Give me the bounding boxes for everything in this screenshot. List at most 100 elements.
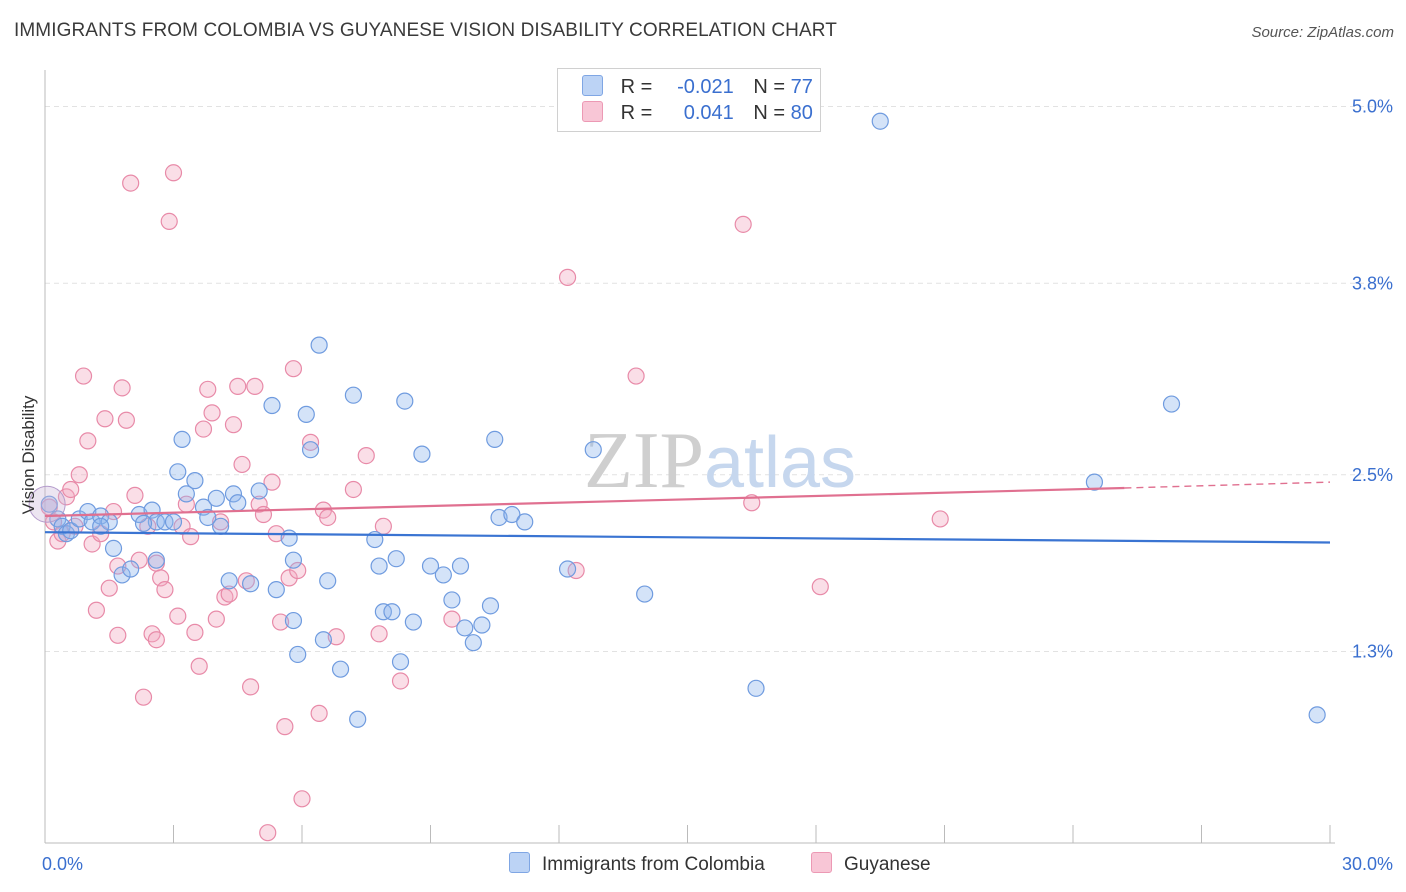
colombia-point — [486, 430, 504, 448]
guyanese-point — [224, 416, 243, 434]
y-tick-label: 5.0% — [1352, 97, 1393, 117]
guyanese-point — [627, 367, 645, 385]
guyanese-point — [186, 623, 204, 641]
guyanese-point — [284, 360, 303, 378]
colombia-legend-label: Immigrants from Colombia — [542, 854, 765, 875]
colombia-point — [464, 634, 482, 652]
colombia-point — [164, 513, 183, 531]
guyanese-point — [370, 625, 388, 643]
colombia-point — [331, 660, 350, 678]
colombia-point — [113, 566, 131, 584]
guyanese-point — [96, 410, 114, 428]
guyanese-point — [293, 790, 311, 808]
guyanese-point — [156, 581, 174, 599]
colombia-point — [396, 392, 414, 410]
r-value: -0.021 — [677, 76, 734, 98]
guyanese-point — [104, 502, 123, 521]
guyanese-point — [734, 215, 752, 233]
guyanese-point — [130, 551, 148, 569]
x-tick-label: 30.0% — [1342, 854, 1393, 874]
guyanese-point — [276, 718, 294, 736]
guyanese-legend-swatch — [811, 852, 832, 873]
y-tick-label: 3.8% — [1352, 273, 1393, 293]
guyanese-legend-label: Guyanese — [844, 854, 931, 875]
colombia-point — [173, 430, 191, 448]
guyanese-point — [246, 377, 264, 395]
colombia-point — [242, 575, 260, 593]
guyanese-point — [289, 561, 307, 580]
guyanese-point — [113, 379, 131, 397]
r-value: 0.041 — [683, 102, 734, 124]
colombia-point — [871, 112, 889, 130]
guyanese-point — [254, 505, 273, 524]
colombia-point — [1308, 706, 1326, 724]
guyanese-point — [122, 174, 140, 192]
guyanese-point — [117, 411, 135, 429]
colombia-point — [301, 441, 320, 459]
y-tick-label: 1.3% — [1352, 642, 1393, 662]
colombia-point — [212, 517, 230, 535]
colombia-point — [263, 396, 281, 415]
colombia-point — [387, 550, 405, 568]
guyanese-point — [79, 432, 97, 450]
colombia-points — [28, 112, 1326, 728]
guyanese-point — [344, 480, 362, 499]
colombia-point — [62, 522, 80, 540]
guyanese-point — [199, 380, 217, 398]
colombia-point — [391, 653, 410, 671]
colombia-swatch — [582, 75, 603, 96]
r-label: R = — [620, 76, 653, 98]
colombia-point — [224, 485, 243, 503]
guyanese-point — [242, 678, 260, 696]
guyanese-point — [147, 631, 165, 649]
x-tick-label: 0.0% — [42, 854, 83, 874]
n-label: N = — [753, 76, 786, 98]
guyanese-point — [220, 585, 238, 603]
colombia-point — [451, 557, 470, 575]
colombia-point — [104, 539, 123, 558]
guyanese-point — [310, 704, 328, 722]
guyanese-point — [74, 367, 93, 385]
guyanese-point — [357, 447, 375, 465]
guyanese-point — [190, 657, 208, 675]
colombia-point — [199, 508, 217, 527]
axes — [44, 70, 1335, 844]
r-label: R = — [620, 102, 653, 124]
guyanese-point — [811, 578, 829, 596]
colombia-point — [413, 445, 431, 463]
guyanese-trend-extension — [1124, 481, 1331, 489]
colombia-point — [456, 619, 474, 637]
guyanese-point — [87, 601, 106, 619]
colombia-point — [503, 505, 521, 524]
colombia-point — [1162, 395, 1181, 413]
colombia-point — [481, 597, 500, 615]
y-tick-labels: 1.3% 2.5% 3.8% 5.0% — [1352, 97, 1393, 662]
colombia-point — [92, 517, 110, 535]
watermark: ZIPatlas — [584, 417, 856, 505]
colombia-point — [267, 581, 285, 599]
guyanese-point — [134, 688, 153, 706]
guyanese-point — [558, 268, 577, 286]
legend-row-guyanese: R = 0.041 N = 80 — [582, 101, 813, 127]
gridlines — [45, 106, 1385, 653]
colombia-point — [314, 631, 333, 649]
guyanese-point — [62, 480, 80, 499]
x-tick-labels: 0.0% 30.0% — [42, 854, 1393, 874]
colombia-point — [169, 463, 187, 481]
guyanese-point — [229, 377, 247, 395]
guyanese-points — [40, 164, 949, 842]
guyanese-point — [70, 466, 88, 484]
colombia-point — [147, 551, 165, 569]
colombia-point — [220, 572, 238, 590]
chart-title: IMMIGRANTS FROM COLOMBIA VS GUYANESE VIS… — [14, 20, 837, 41]
colombia-point — [421, 557, 440, 575]
guyanese-point — [182, 528, 200, 546]
guyanese-point — [207, 610, 225, 628]
colombia-point — [584, 441, 602, 459]
guyanese-point — [109, 626, 127, 644]
colombia-point — [349, 710, 367, 728]
guyanese-point — [212, 513, 230, 531]
trend-lines — [44, 481, 1331, 544]
n-value: 80 — [790, 102, 813, 124]
colombia-point — [747, 679, 765, 697]
